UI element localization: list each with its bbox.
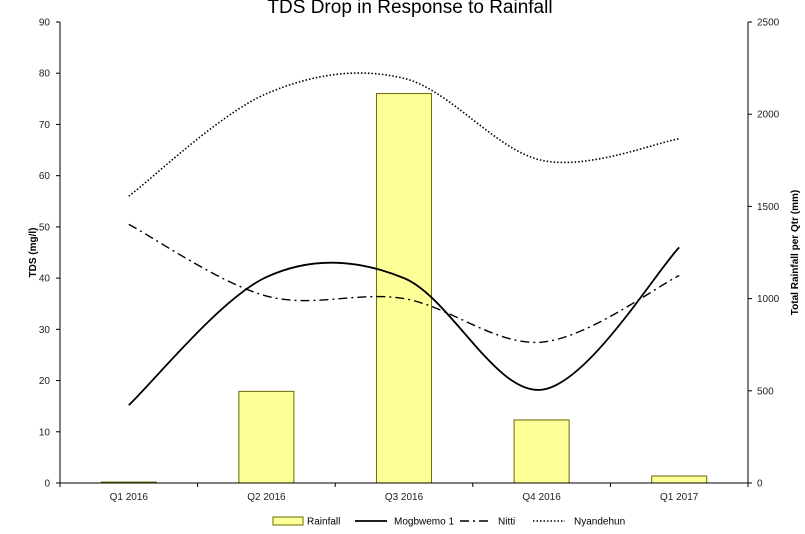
x-tick-label: Q1 2017 [660, 492, 699, 503]
y-tick-label: 70 [39, 120, 51, 131]
bar-q2-2016 [238, 390, 295, 484]
y2-tick-label: 0 [757, 479, 763, 490]
bars-layer [100, 93, 708, 484]
legend-label-nitti: Nitti [498, 517, 515, 528]
series-line-mogbwemo-1 [128, 246, 680, 406]
y2-axis-label: Total Rainfall per Qtr (mm) [790, 190, 801, 315]
y-tick-label: 0 [44, 479, 50, 490]
series-line-nitti [128, 223, 680, 343]
y-tick-label: 40 [39, 274, 51, 285]
y-tick-label: 90 [39, 18, 51, 29]
legend-label-nyandehun: Nyandehun [574, 517, 625, 528]
y-tick-label: 10 [39, 427, 51, 438]
y-tick-label: 80 [39, 69, 51, 80]
bar-q4-2016 [513, 419, 570, 484]
legend-label-rainfall: Rainfall [307, 517, 340, 528]
axes-layer: 0 10 20 30 40 50 60 70 80 90 0 500 1000 1500 2000 2500 Q… [28, 18, 801, 504]
bar-q3-2016 [375, 93, 433, 484]
lines-layer [128, 72, 680, 406]
y-axis-label: TDS (mg/l) [28, 228, 39, 278]
bar-q1-2017 [651, 475, 708, 484]
legend: Rainfall Mogbwemo 1 Nitti Nyandehun [272, 516, 625, 528]
x-tick-label: Q1 2016 [110, 492, 149, 503]
y2-tick-label: 500 [757, 386, 774, 397]
x-tick-label: Q3 2016 [385, 492, 424, 503]
x-tick-label: Q4 2016 [522, 492, 561, 503]
y2-tick-label: 1500 [757, 202, 780, 213]
y2-tick-label: 1000 [757, 294, 780, 305]
y-tick-label: 30 [39, 325, 51, 336]
y-tick-label: 60 [39, 171, 51, 182]
legend-swatch-rainfall [272, 516, 304, 526]
legend-label-mogbwemo-1: Mogbwemo 1 [394, 517, 454, 528]
chart-title: TDS Drop in Response to Rainfall [267, 0, 552, 18]
series-line-nyandehun [128, 72, 680, 197]
y2-tick-label: 2000 [757, 110, 780, 121]
x-tick-label: Q2 2016 [247, 492, 286, 503]
y-tick-label: 20 [39, 376, 51, 387]
y-tick-label: 50 [39, 222, 51, 233]
y2-tick-label: 2500 [757, 18, 780, 29]
